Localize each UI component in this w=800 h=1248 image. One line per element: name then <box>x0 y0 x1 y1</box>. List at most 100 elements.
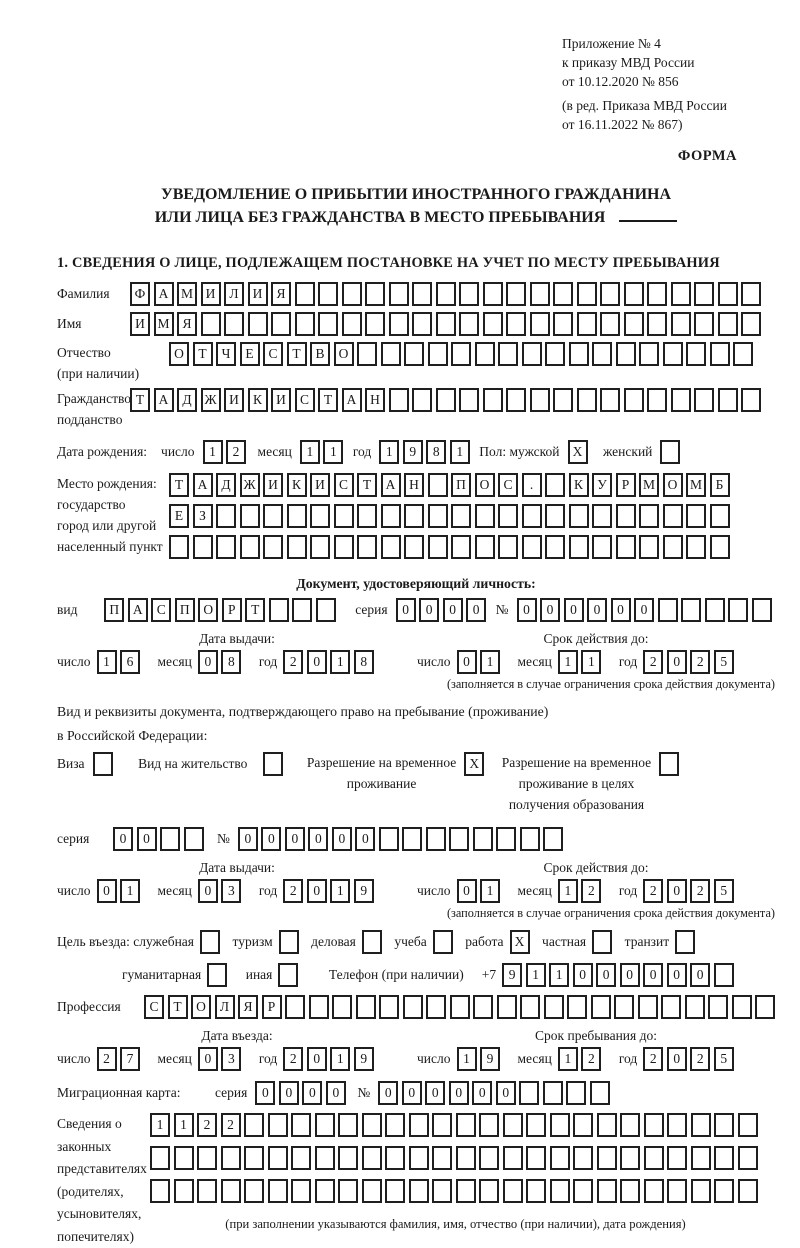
birth-place-cell[interactable] <box>498 535 518 559</box>
mig-number-cell[interactable] <box>589 1081 610 1105</box>
birth-place-cell[interactable] <box>662 535 683 559</box>
doc-number-cell[interactable]: 0 <box>610 598 631 622</box>
mig-number-cell[interactable] <box>566 1081 587 1105</box>
guardians-cell[interactable] <box>173 1146 194 1170</box>
guardians-cell[interactable] <box>220 1146 241 1170</box>
guardians-cell[interactable] <box>502 1113 523 1137</box>
guardians-cell[interactable] <box>244 1146 264 1170</box>
citizenship-cell[interactable]: Ж <box>200 388 221 412</box>
profession-cell[interactable]: Л <box>214 995 235 1019</box>
patronymic-cell[interactable] <box>451 342 471 366</box>
guardians-cell[interactable] <box>314 1146 335 1170</box>
guardians-cell[interactable] <box>173 1179 194 1203</box>
entry-year-cell[interactable]: 1 <box>330 1047 351 1071</box>
doc-valid-day-cell[interactable]: 1 <box>480 650 500 674</box>
citizenship-cell[interactable]: Т <box>318 388 338 412</box>
res-valid-year-cell[interactable]: 2 <box>643 879 664 903</box>
res-valid-year-cell[interactable]: 2 <box>690 879 711 903</box>
profession-cell[interactable] <box>731 995 752 1019</box>
surname-cell[interactable] <box>623 282 644 306</box>
birth-place-cell[interactable]: Ж <box>239 473 260 497</box>
stay-year-cell[interactable]: 0 <box>666 1047 687 1071</box>
birth-place-cell[interactable]: Д <box>216 473 236 497</box>
doc-type-cell[interactable]: А <box>127 598 148 622</box>
res-number-cell[interactable] <box>496 827 517 851</box>
guardians-cell[interactable] <box>502 1146 523 1170</box>
transit-checkbox-cell[interactable] <box>675 930 696 954</box>
phone-cell[interactable] <box>713 963 734 987</box>
guardians-cell[interactable] <box>549 1179 570 1203</box>
res-issue-month-cell[interactable]: 3 <box>221 879 242 903</box>
guardians-cell[interactable] <box>667 1179 687 1203</box>
patronymic-cell[interactable]: Ч <box>216 342 236 366</box>
guardians-cell[interactable] <box>479 1146 499 1170</box>
mig-series-cell[interactable]: 0 <box>278 1081 299 1105</box>
birth-place-cell[interactable] <box>686 535 706 559</box>
mig-series-cell[interactable]: 0 <box>255 1081 276 1105</box>
birth-place-cell[interactable] <box>286 535 307 559</box>
guardians-cell[interactable] <box>197 1146 217 1170</box>
name-cell[interactable] <box>200 312 221 336</box>
citizenship-cell[interactable] <box>741 388 761 412</box>
profession-cell[interactable] <box>379 995 399 1019</box>
doc-series-cell[interactable]: 0 <box>395 598 416 622</box>
guardians-cell[interactable] <box>549 1146 570 1170</box>
birth-month-cell[interactable]: 1 <box>299 440 320 464</box>
birth-place-cell[interactable] <box>709 535 730 559</box>
profession-cell[interactable] <box>496 995 517 1019</box>
surname-cell[interactable]: Ф <box>130 282 150 306</box>
sex-female-checkbox-cell[interactable] <box>660 440 681 464</box>
purpose-official-checkbox-cell[interactable] <box>200 930 220 954</box>
doc-valid-month-cell[interactable]: 1 <box>557 650 578 674</box>
birth-place-cell[interactable]: Т <box>169 473 189 497</box>
guardians-cell[interactable]: 1 <box>173 1113 194 1137</box>
patronymic-cell[interactable] <box>592 342 612 366</box>
patronymic-cell[interactable] <box>545 342 565 366</box>
surname-cell[interactable] <box>318 282 338 306</box>
birth-year-cell[interactable]: 9 <box>402 440 423 464</box>
res-valid-month-cell[interactable]: 1 <box>557 879 578 903</box>
birth-place-cell[interactable] <box>568 535 589 559</box>
birth-place-cell[interactable]: О <box>662 473 683 497</box>
birth-place-cell[interactable]: Е <box>169 504 189 528</box>
title-blank-line[interactable] <box>619 206 678 222</box>
birth-place-cell[interactable]: . <box>521 473 542 497</box>
patronymic-cell[interactable]: О <box>169 342 189 366</box>
birth-place-cell[interactable] <box>592 535 612 559</box>
birth-place-cell[interactable]: М <box>639 473 659 497</box>
name-cell[interactable] <box>318 312 338 336</box>
phone-cell[interactable]: 1 <box>525 963 546 987</box>
stay-year-cell[interactable]: 5 <box>713 1047 734 1071</box>
guardians-cell[interactable] <box>432 1146 452 1170</box>
surname-cell[interactable] <box>412 282 432 306</box>
patronymic-cell[interactable] <box>427 342 448 366</box>
birth-place-cell[interactable] <box>545 535 565 559</box>
profession-cell[interactable] <box>402 995 423 1019</box>
birth-place-cell[interactable]: С <box>333 473 354 497</box>
doc-number-cell[interactable]: 0 <box>587 598 607 622</box>
patronymic-cell[interactable] <box>380 342 401 366</box>
name-cell[interactable] <box>294 312 315 336</box>
citizenship-cell[interactable] <box>576 388 597 412</box>
doc-valid-day-cell[interactable]: 0 <box>456 650 477 674</box>
guardians-cell[interactable] <box>267 1179 288 1203</box>
res-number-cell[interactable] <box>543 827 564 851</box>
entry-month-cell[interactable]: 0 <box>197 1047 218 1071</box>
name-cell[interactable] <box>435 312 456 336</box>
entry-day-cell[interactable]: 7 <box>120 1047 140 1071</box>
name-cell[interactable] <box>717 312 738 336</box>
surname-cell[interactable] <box>717 282 738 306</box>
res-issue-year-cell[interactable]: 0 <box>306 879 327 903</box>
res-number-cell[interactable]: 0 <box>308 827 329 851</box>
doc-number-cell[interactable]: 0 <box>634 598 654 622</box>
guardians-cell[interactable] <box>596 1179 617 1203</box>
citizenship-cell[interactable] <box>529 388 550 412</box>
other-checkbox-cell[interactable] <box>278 963 299 987</box>
name-cell[interactable] <box>529 312 550 336</box>
birth-place-cell[interactable] <box>615 504 636 528</box>
surname-cell[interactable] <box>741 282 761 306</box>
name-cell[interactable] <box>741 312 761 336</box>
name-cell[interactable] <box>365 312 385 336</box>
stay-month-cell[interactable]: 1 <box>557 1047 578 1071</box>
phone-cell[interactable]: 0 <box>619 963 640 987</box>
